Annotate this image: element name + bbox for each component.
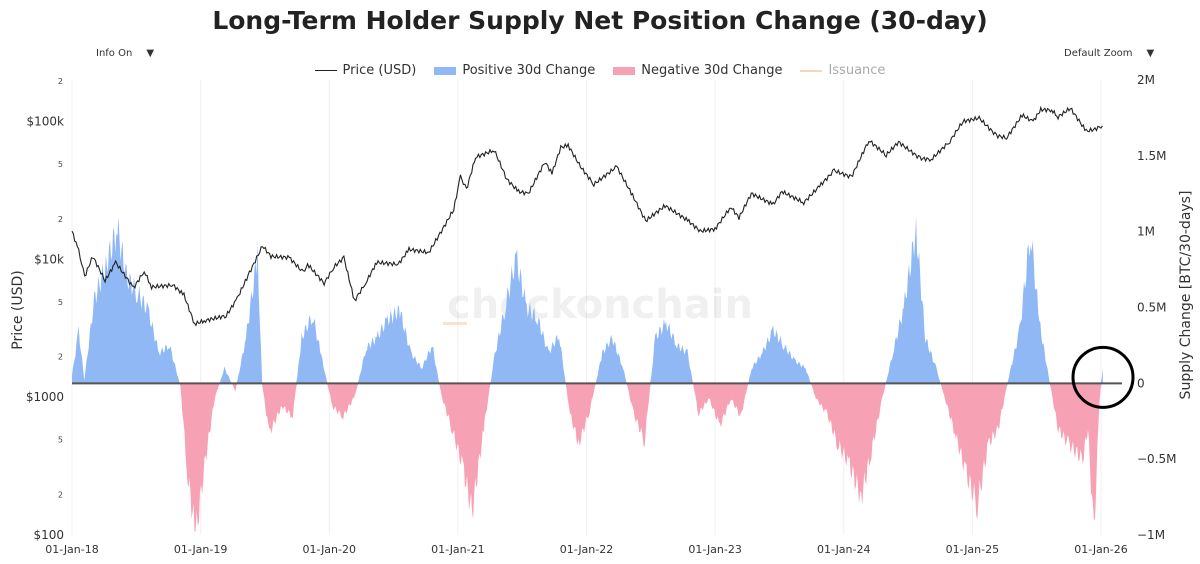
legend: Price (USD) Positive 30d Change Negative…	[0, 63, 1200, 78]
right-tick-label: −0.5M	[1137, 452, 1177, 466]
legend-item-positive[interactable]: Positive 30d Change	[434, 63, 595, 78]
x-tick-label: 01-Jan-20	[302, 543, 356, 556]
legend-label: Positive 30d Change	[462, 63, 596, 78]
legend-label: Price (USD)	[342, 63, 417, 78]
legend-item-issuance[interactable]: Issuance	[800, 63, 885, 78]
left-tick-label: 2	[58, 77, 63, 86]
dropdown-icon: ▼	[146, 48, 155, 59]
x-tick-label: 01-Jan-23	[688, 543, 742, 556]
right-tick-label: −1M	[1137, 528, 1165, 542]
info-toggle[interactable]: Info On ▼	[96, 48, 154, 59]
price-line	[71, 105, 1103, 327]
info-label: Info On	[96, 48, 133, 59]
positive-change-area	[72, 216, 1103, 384]
left-axis-label: Price (USD)	[10, 270, 26, 349]
negative-change-area	[72, 383, 1103, 533]
x-tick-label: 01-Jan-22	[560, 543, 614, 556]
legend-item-negative[interactable]: Negative 30d Change	[613, 63, 782, 78]
right-axis-label: Supply Change [BTC/30-days]	[1178, 191, 1194, 400]
left-tick-label: 5	[58, 436, 63, 445]
right-tick-label: 2M	[1137, 73, 1155, 87]
x-tick-label: 01-Jan-18	[45, 543, 99, 556]
left-tick-label: $100	[33, 528, 64, 542]
annotation-circle	[1071, 345, 1135, 409]
left-tick-label: 5	[58, 160, 63, 169]
zoom-label: Default Zoom	[1064, 48, 1133, 59]
right-tick-label: 1M	[1137, 225, 1155, 239]
zoom-select[interactable]: Default Zoom ▼	[1064, 48, 1154, 59]
chart-title: Long-Term Holder Supply Net Position Cha…	[212, 6, 988, 35]
x-tick-label: 01-Jan-25	[946, 543, 1000, 556]
left-tick-label: $10k	[34, 252, 64, 266]
left-tick-label: $100k	[27, 114, 65, 128]
left-tick-label: 5	[58, 298, 63, 307]
left-tick-label: 2	[58, 491, 63, 500]
x-tick-label: 01-Jan-21	[431, 543, 485, 556]
left-tick-label: $1000	[26, 390, 64, 404]
x-tick-label: 01-Jan-26	[1074, 543, 1128, 556]
x-tick-label: 01-Jan-24	[817, 543, 871, 556]
left-tick-label: 2	[58, 215, 63, 224]
legend-item-price[interactable]: Price (USD)	[314, 63, 417, 78]
x-tick-label: 01-Jan-19	[174, 543, 228, 556]
legend-label: Negative 30d Change	[641, 63, 783, 78]
right-tick-label: 1.5M	[1137, 149, 1166, 163]
watermark-mark	[443, 322, 467, 325]
right-tick-label: 0.5M	[1137, 301, 1166, 315]
dropdown-icon: ▼	[1146, 48, 1155, 59]
legend-label: Issuance	[828, 63, 886, 78]
watermark: checkonchain	[447, 282, 753, 328]
right-tick-label: 0	[1137, 376, 1145, 390]
left-tick-label: 2	[58, 353, 63, 362]
